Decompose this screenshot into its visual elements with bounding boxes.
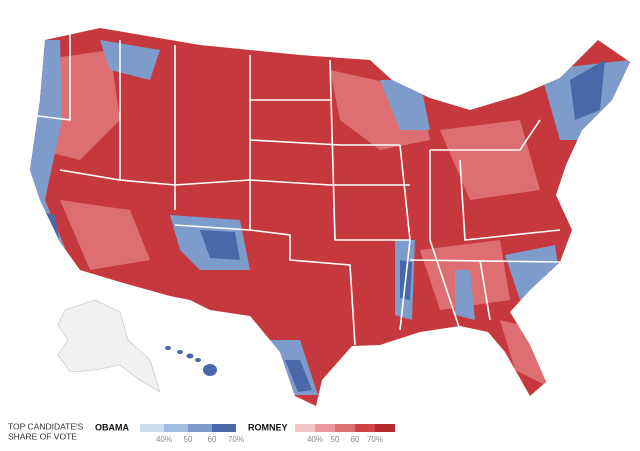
legend-group-name: ROMNEY <box>248 422 288 432</box>
legend-swatch <box>140 424 164 432</box>
legend-title: SHARE OF VOTE <box>8 431 77 441</box>
legend-swatch <box>315 424 335 432</box>
legend-tick-label: 40% <box>307 435 323 444</box>
legend-swatch <box>188 424 212 432</box>
legend-swatch <box>355 424 375 432</box>
legend-tick-label: 70% <box>228 435 244 444</box>
legend-swatch <box>295 424 315 432</box>
legend-tick-label: 50 <box>184 435 193 444</box>
legend-tick-label: 70% <box>367 435 383 444</box>
legend-tick-label: 60 <box>351 435 360 444</box>
legend-group-name: OBAMA <box>95 422 129 432</box>
legend-swatch <box>335 424 355 432</box>
legend-tick-label: 40% <box>156 435 172 444</box>
state-borders <box>30 30 561 346</box>
alaska <box>57 299 161 393</box>
legend: TOP CANDIDATE'S SHARE OF VOTE OBAMA 40% 50… <box>8 421 395 444</box>
legend-swatch <box>375 424 395 432</box>
legend-swatch <box>212 424 236 432</box>
legend-title: TOP CANDIDATE'S <box>8 421 84 431</box>
legend-tick-label: 60 <box>208 435 217 444</box>
hawaii <box>165 346 217 376</box>
legend-tick-label: 50 <box>331 435 340 444</box>
legend-swatch <box>164 424 188 432</box>
